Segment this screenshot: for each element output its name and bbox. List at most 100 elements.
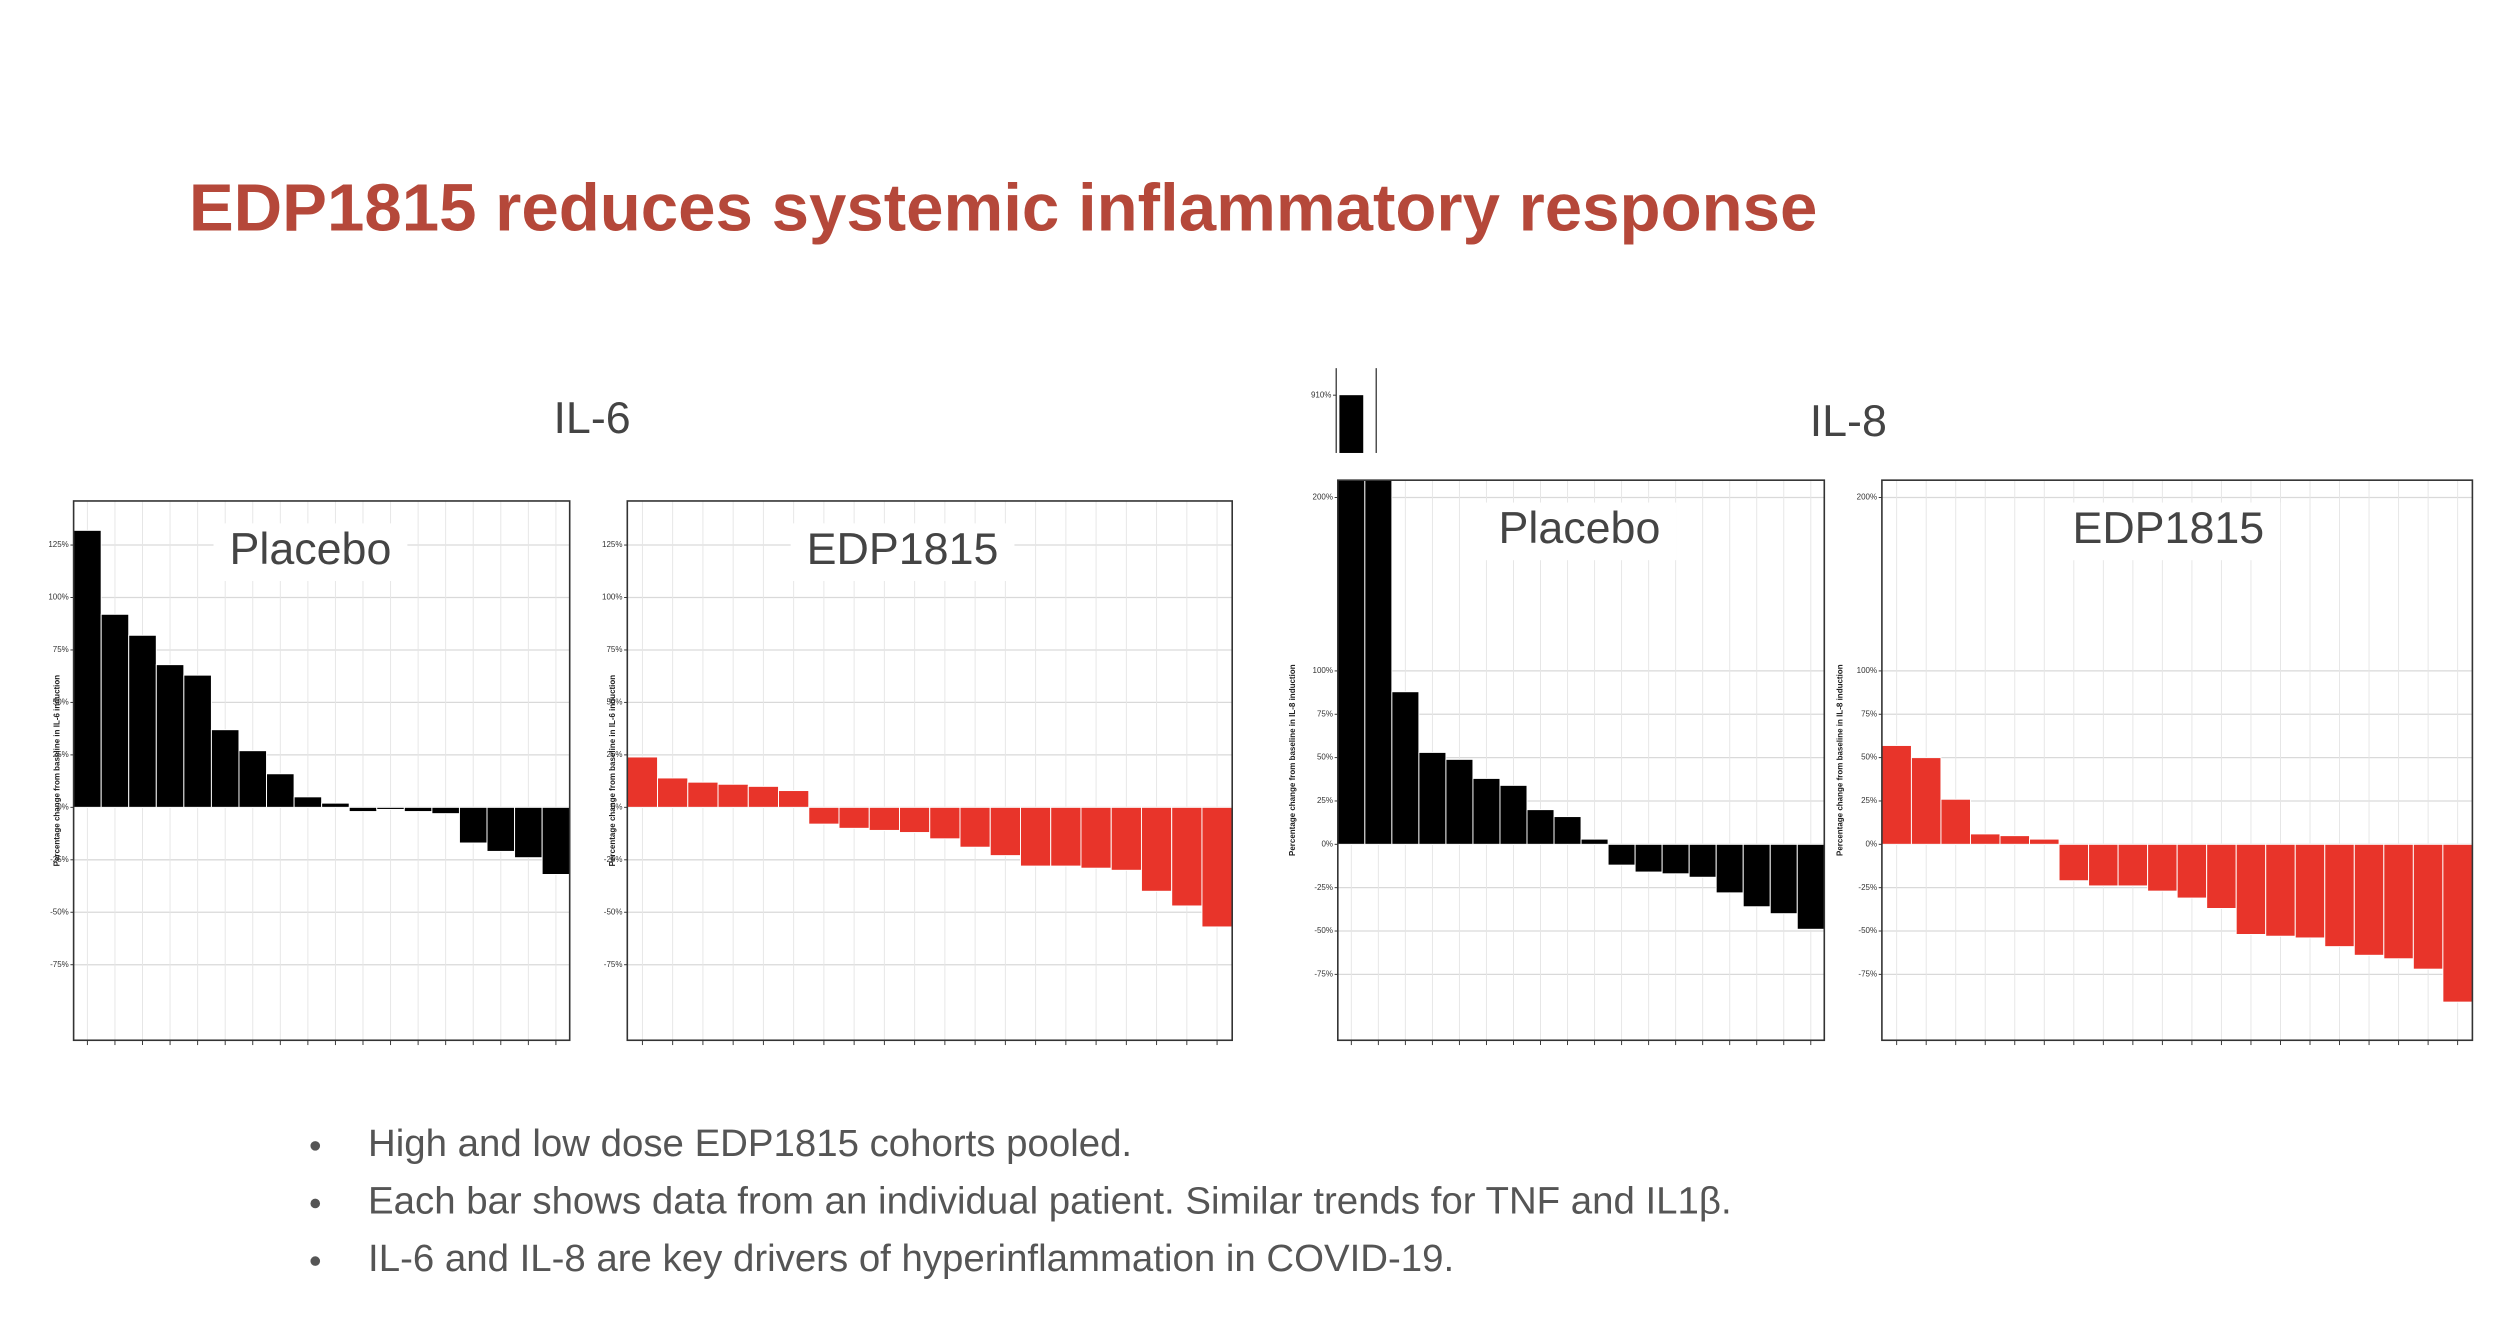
chart: 125% 100% 75% 50% 25% 0% -25% -50% -75% Placebo Pe… (48, 500, 571, 1046)
y-tick-label: 75% (53, 645, 69, 654)
bar (1445, 758, 1474, 845)
y-tick-label: 100% (602, 593, 622, 602)
bars (627, 756, 1233, 928)
bar (1607, 843, 1636, 866)
bar (1110, 806, 1142, 871)
bar (1881, 744, 1912, 845)
y-tick-label: 50% (53, 698, 69, 707)
y-tick-label: 75% (606, 645, 622, 654)
bar (321, 802, 350, 808)
bar (868, 806, 900, 831)
inset: 910% (1311, 368, 1377, 453)
bars (1337, 480, 1825, 930)
bullet-text: Each bar shows data from an individual p… (368, 1180, 1732, 1223)
y-tick-label: 25% (1317, 796, 1333, 805)
bar (458, 806, 488, 844)
bar (2235, 843, 2267, 935)
section-label: IL-8 (1810, 396, 1887, 446)
bar (2117, 843, 2149, 887)
bullet-dot (310, 1198, 321, 1209)
y-tick-label: 910% (1311, 390, 1331, 399)
plot-frame (1337, 479, 1826, 1042)
bar (1910, 757, 1942, 845)
section-label: IL-6 (553, 393, 630, 443)
bar (1171, 806, 1203, 907)
bar (1364, 480, 1393, 845)
y-tick-label: -25% (604, 855, 623, 864)
bar (2029, 838, 2060, 845)
bar (2147, 843, 2178, 892)
bar (1201, 806, 1233, 928)
chart: 200% 100% 75% 50% 25% 0% -25% -50% -75% EDP1815 Pe… (1835, 479, 2474, 1046)
bar (2294, 843, 2326, 939)
y-tick-label: 25% (1861, 796, 1877, 805)
y-tick-label: 25% (606, 750, 622, 759)
bar (2442, 843, 2473, 1003)
bullet-text: High and low dose EDP1815 cohorts pooled… (368, 1122, 1132, 1165)
bar (1337, 480, 1366, 845)
bullet-dot (310, 1141, 321, 1151)
y-tick-label: 0% (611, 802, 623, 811)
bar (747, 785, 780, 808)
y-axis-label: Percentage change from baseline in IL-8 … (1835, 664, 1844, 856)
y-tick-label: -50% (604, 907, 623, 916)
y-tick-label: -75% (1314, 969, 1333, 978)
bar (1796, 843, 1825, 930)
bar (1020, 806, 1052, 867)
bar (514, 806, 543, 859)
y-tick-label: -50% (1314, 926, 1333, 935)
y-tick-label: 0% (1321, 839, 1333, 848)
bar (2265, 843, 2296, 937)
bar (1742, 843, 1771, 908)
y-tick-label: 50% (1317, 753, 1333, 762)
bar (1050, 806, 1082, 867)
bar (1080, 806, 1112, 869)
plot-frame (1881, 479, 2474, 1042)
bar (687, 781, 719, 808)
y-tick-label: 75% (1317, 709, 1333, 718)
chart-title-background (2056, 502, 2281, 561)
chart-title-background (790, 523, 1015, 581)
bar (808, 806, 840, 825)
y-tick-label: 50% (1861, 753, 1877, 762)
bar (627, 756, 659, 808)
slide-title: EDP1815 reduces systemic inflammatory re… (189, 171, 1818, 246)
bar (128, 634, 157, 808)
y-tick-label: -25% (1314, 883, 1333, 892)
bar (2206, 843, 2237, 909)
bar (266, 773, 295, 808)
bullet-text: IL-6 and IL-8 are key drivers of hyperin… (368, 1237, 1454, 1280)
y-tick-label: -75% (1858, 969, 1877, 978)
bar (376, 806, 405, 810)
chart-title-background (1482, 502, 1677, 561)
bar (431, 806, 460, 815)
bar (1526, 809, 1555, 845)
y-tick-label: -25% (50, 855, 69, 864)
y-tick-label: 0% (57, 802, 69, 811)
plot-frame (626, 500, 1233, 1042)
bar (929, 806, 961, 840)
bar (1140, 806, 1173, 892)
bar (1418, 751, 1447, 845)
bar (899, 806, 931, 834)
bar (403, 806, 433, 813)
chart: 200% 100% 75% 50% 25% 0% -25% -50% -75% Placebo Pe… (1288, 479, 1826, 1046)
y-axis-label: Percentage change from baseline in IL-6 … (608, 675, 617, 867)
bar (1688, 843, 1717, 878)
y-tick-label: 125% (48, 540, 68, 549)
y-axis-label: Percentage change from baseline in IL-8 … (1288, 664, 1297, 856)
y-tick-label: 200% (1313, 493, 1333, 502)
bar (989, 806, 1021, 857)
chart-title: Placebo (1499, 503, 1661, 553)
chart: 125% 100% 75% 50% 25% 0% -25% -50% -75% EDP1815 Pe… (602, 500, 1233, 1046)
bar (2353, 843, 2385, 956)
chart-title: Placebo (230, 524, 392, 574)
y-axis-label: Percentage change from baseline in IL-6 … (53, 675, 62, 867)
bar (838, 806, 870, 829)
bar (210, 729, 240, 808)
bar (2383, 843, 2414, 960)
y-tick-label: 25% (53, 750, 69, 759)
y-tick-label: -75% (50, 960, 69, 969)
